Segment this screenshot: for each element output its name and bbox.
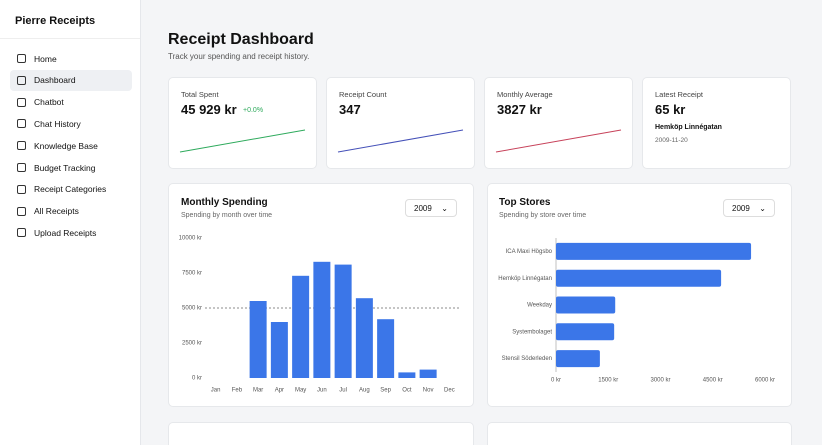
stat-value: 347 (339, 102, 361, 117)
select-value: 2009 (414, 203, 432, 213)
nav-label: Knowledge Base (34, 140, 98, 151)
nav-item[interactable]: Home (10, 48, 132, 69)
nav-item[interactable]: Dashboard (10, 69, 132, 91)
stat-label: Monthly Average (497, 90, 553, 99)
bar (398, 372, 416, 378)
y-tick-label: Weekday (527, 303, 552, 309)
bar (313, 261, 331, 378)
x-tick-label: Aug (359, 388, 370, 394)
stat-label: Total Spent (181, 90, 219, 99)
y-tick-label: 5000 kr (182, 306, 202, 312)
x-tick-label: Nov (423, 388, 434, 394)
stat-store: Hemköp Linnégatan (655, 124, 722, 131)
bar (334, 264, 352, 378)
x-tick-label: 4500 kr (703, 378, 723, 384)
y-tick-label: 7500 kr (182, 271, 202, 277)
y-tick-label: Hemköp Linnégatan (498, 276, 552, 282)
chart-card (487, 183, 792, 407)
y-tick-label: 0 kr (192, 376, 202, 382)
nav-label: Dashboard (34, 75, 76, 86)
stat-value: 45 929 kr (181, 102, 237, 117)
nav-item[interactable]: Chatbot (10, 92, 132, 113)
stat-label: Receipt Count (339, 90, 387, 99)
nav-item[interactable]: Knowledge Base (10, 135, 132, 156)
stat-card (168, 77, 317, 169)
bar (292, 275, 310, 378)
sparkline (179, 129, 306, 153)
x-tick-label: Dec (444, 388, 455, 394)
sparkline (337, 129, 464, 153)
bar (355, 298, 373, 378)
x-tick-label: Mar (253, 388, 263, 394)
chart-subtitle: Spending by store over time (499, 212, 587, 219)
stat-value: 65 kr (655, 102, 686, 117)
nav-label: All Receipts (34, 206, 79, 217)
bar (556, 242, 752, 260)
y-tick-label: 10000 kr (179, 236, 202, 242)
page-title: Receipt Dashboard (168, 31, 314, 48)
nav-label: Home (34, 53, 57, 64)
card (487, 422, 792, 445)
x-tick-label: 1500 kr (598, 378, 618, 384)
nav-label: Chatbot (34, 97, 64, 108)
nav-item[interactable]: All Receipts (10, 201, 132, 222)
sparkline (495, 129, 622, 153)
chart-title: Monthly Spending (181, 197, 268, 208)
bar (377, 319, 395, 378)
stat-card (484, 77, 633, 169)
x-tick-label: Feb (232, 388, 243, 394)
bar (556, 269, 722, 287)
nav-item[interactable]: Chat History (10, 113, 132, 134)
x-tick-label: Apr (275, 388, 284, 394)
bar (556, 350, 600, 368)
bar (270, 322, 288, 378)
nav-label: Chat History (34, 118, 81, 129)
x-tick-label: May (295, 388, 306, 394)
stat-delta: +0.0% (243, 107, 264, 114)
stat-value: 3827 kr (497, 102, 542, 117)
year-select[interactable]: 2009 ⌄ (723, 199, 775, 217)
stat-date: 2009-11-20 (655, 137, 688, 144)
nav-label: Upload Receipts (34, 227, 97, 238)
y-tick-label: 2500 kr (182, 341, 202, 347)
bar (419, 369, 437, 378)
y-tick-label: ICA Maxi Högsbo (506, 249, 553, 255)
select-value: 2009 (732, 203, 750, 213)
bar (249, 301, 267, 378)
x-tick-label: Oct (402, 388, 412, 394)
year-select[interactable]: 2009 ⌄ (405, 199, 457, 217)
x-tick-label: Jun (317, 388, 327, 394)
x-tick-label: 0 kr (551, 378, 561, 384)
app-title: Pierre Receipts (15, 15, 96, 27)
x-tick-label: 6000 kr (755, 378, 775, 384)
nav-item[interactable]: Receipt Categories (10, 179, 132, 200)
nav-label: Receipt Categories (34, 184, 107, 195)
chart-title: Top Stores (499, 197, 551, 208)
chart-subtitle: Spending by month over time (181, 212, 273, 219)
nav-label: Budget Tracking (34, 162, 96, 173)
x-tick-label: Jan (211, 388, 221, 394)
sidebar: Pierre Receipts Home Dashboard Chatbot Chat… (0, 0, 141, 445)
bar (556, 323, 615, 341)
x-tick-label: Jul (339, 388, 347, 394)
x-tick-label: Sep (380, 388, 391, 394)
bar (556, 296, 616, 314)
stat-card (326, 77, 475, 169)
nav-item[interactable]: Budget Tracking (10, 157, 132, 178)
x-tick-label: 3000 kr (650, 378, 670, 384)
stat-card (642, 77, 791, 169)
nav-item[interactable]: Upload Receipts (10, 222, 132, 243)
stat-label: Latest Receipt (655, 90, 703, 99)
y-tick-label: Stensil Söderleden (502, 356, 552, 362)
card (168, 422, 474, 445)
y-tick-label: Systembolaget (512, 329, 552, 335)
page-subtitle: Track your spending and receipt history. (168, 52, 310, 61)
